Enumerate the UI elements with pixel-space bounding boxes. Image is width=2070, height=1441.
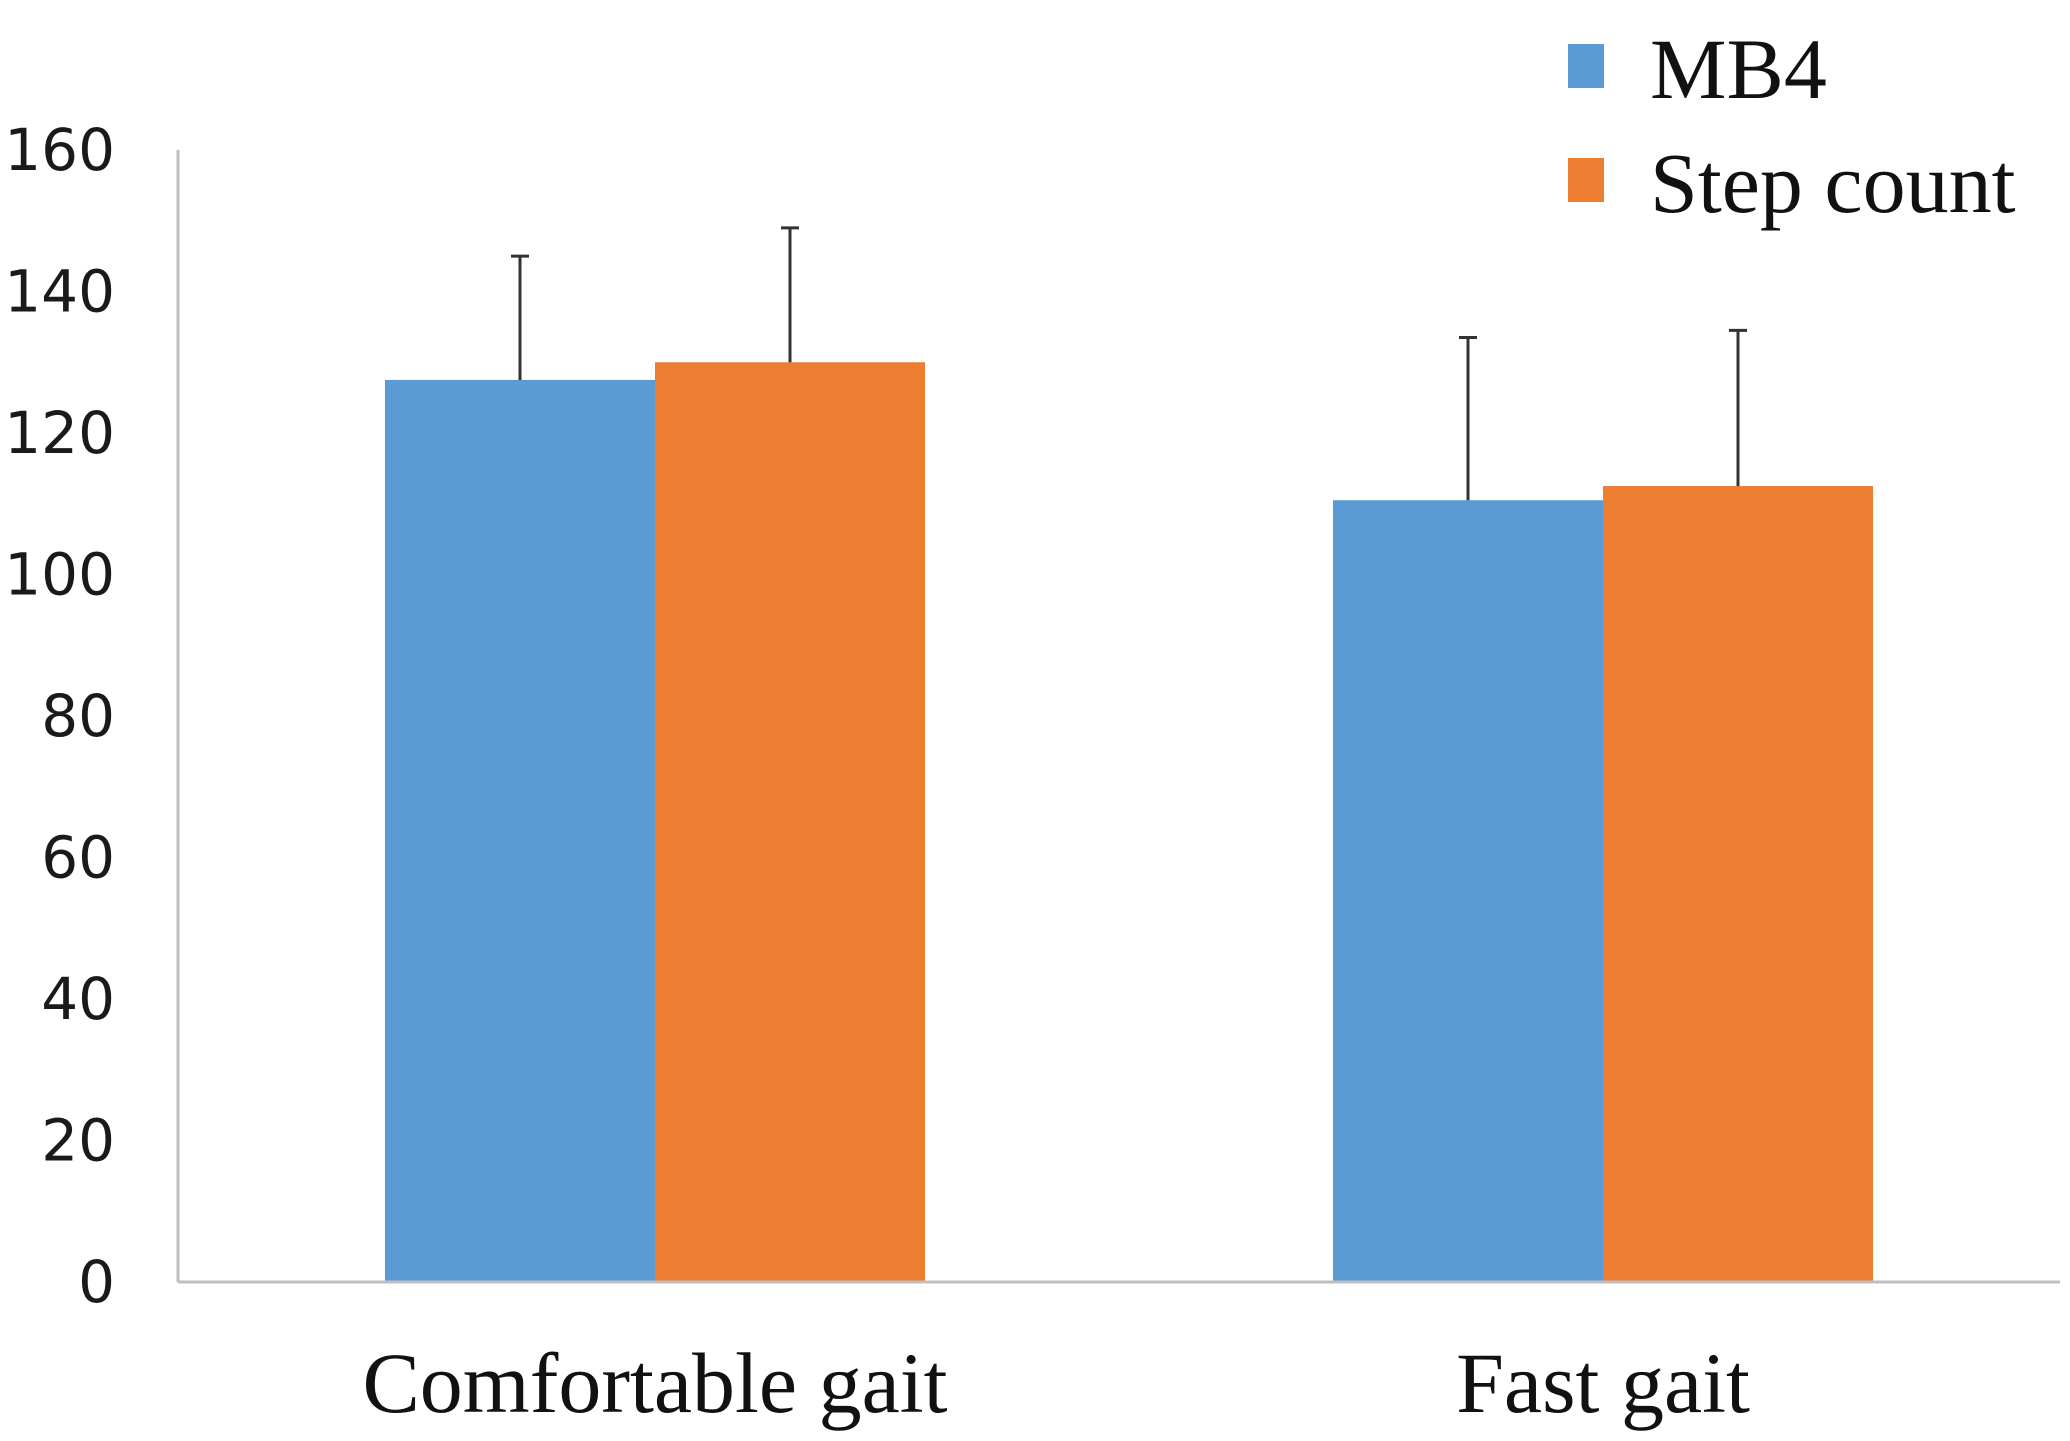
- x-category-label: Comfortable gait: [362, 1335, 947, 1431]
- y-axis-ticks: 0 20 40 60 80 100 120 140 160: [4, 116, 115, 1316]
- legend-swatch: [1568, 158, 1604, 202]
- legend-swatch: [1568, 44, 1604, 88]
- y-tick-label: 120: [4, 399, 115, 467]
- error-bars-group: [511, 226, 1747, 501]
- bar-mb4: [1333, 500, 1603, 1282]
- bar-step-count: [1603, 486, 1873, 1282]
- y-tick-label: 140: [4, 258, 115, 326]
- x-category-label: Fast gait: [1456, 1335, 1750, 1431]
- bar-mb4: [385, 379, 655, 1282]
- y-tick-label: 80: [41, 682, 115, 750]
- x-axis-labels: Comfortable gait Fast gait: [362, 1335, 1750, 1431]
- y-tick-label: 100: [4, 541, 115, 609]
- bar-step-count: [655, 362, 925, 1282]
- legend: MB4 Step count: [1568, 21, 2016, 231]
- y-tick-label: 60: [41, 824, 115, 892]
- y-tick-label: 160: [4, 116, 115, 184]
- legend-label: MB4: [1650, 21, 1827, 117]
- y-tick-label: 20: [41, 1107, 115, 1175]
- y-tick-label: 40: [41, 965, 115, 1033]
- y-tick-label: 0: [78, 1248, 115, 1316]
- bars-group: [385, 362, 1873, 1282]
- legend-label: Step count: [1650, 135, 2016, 231]
